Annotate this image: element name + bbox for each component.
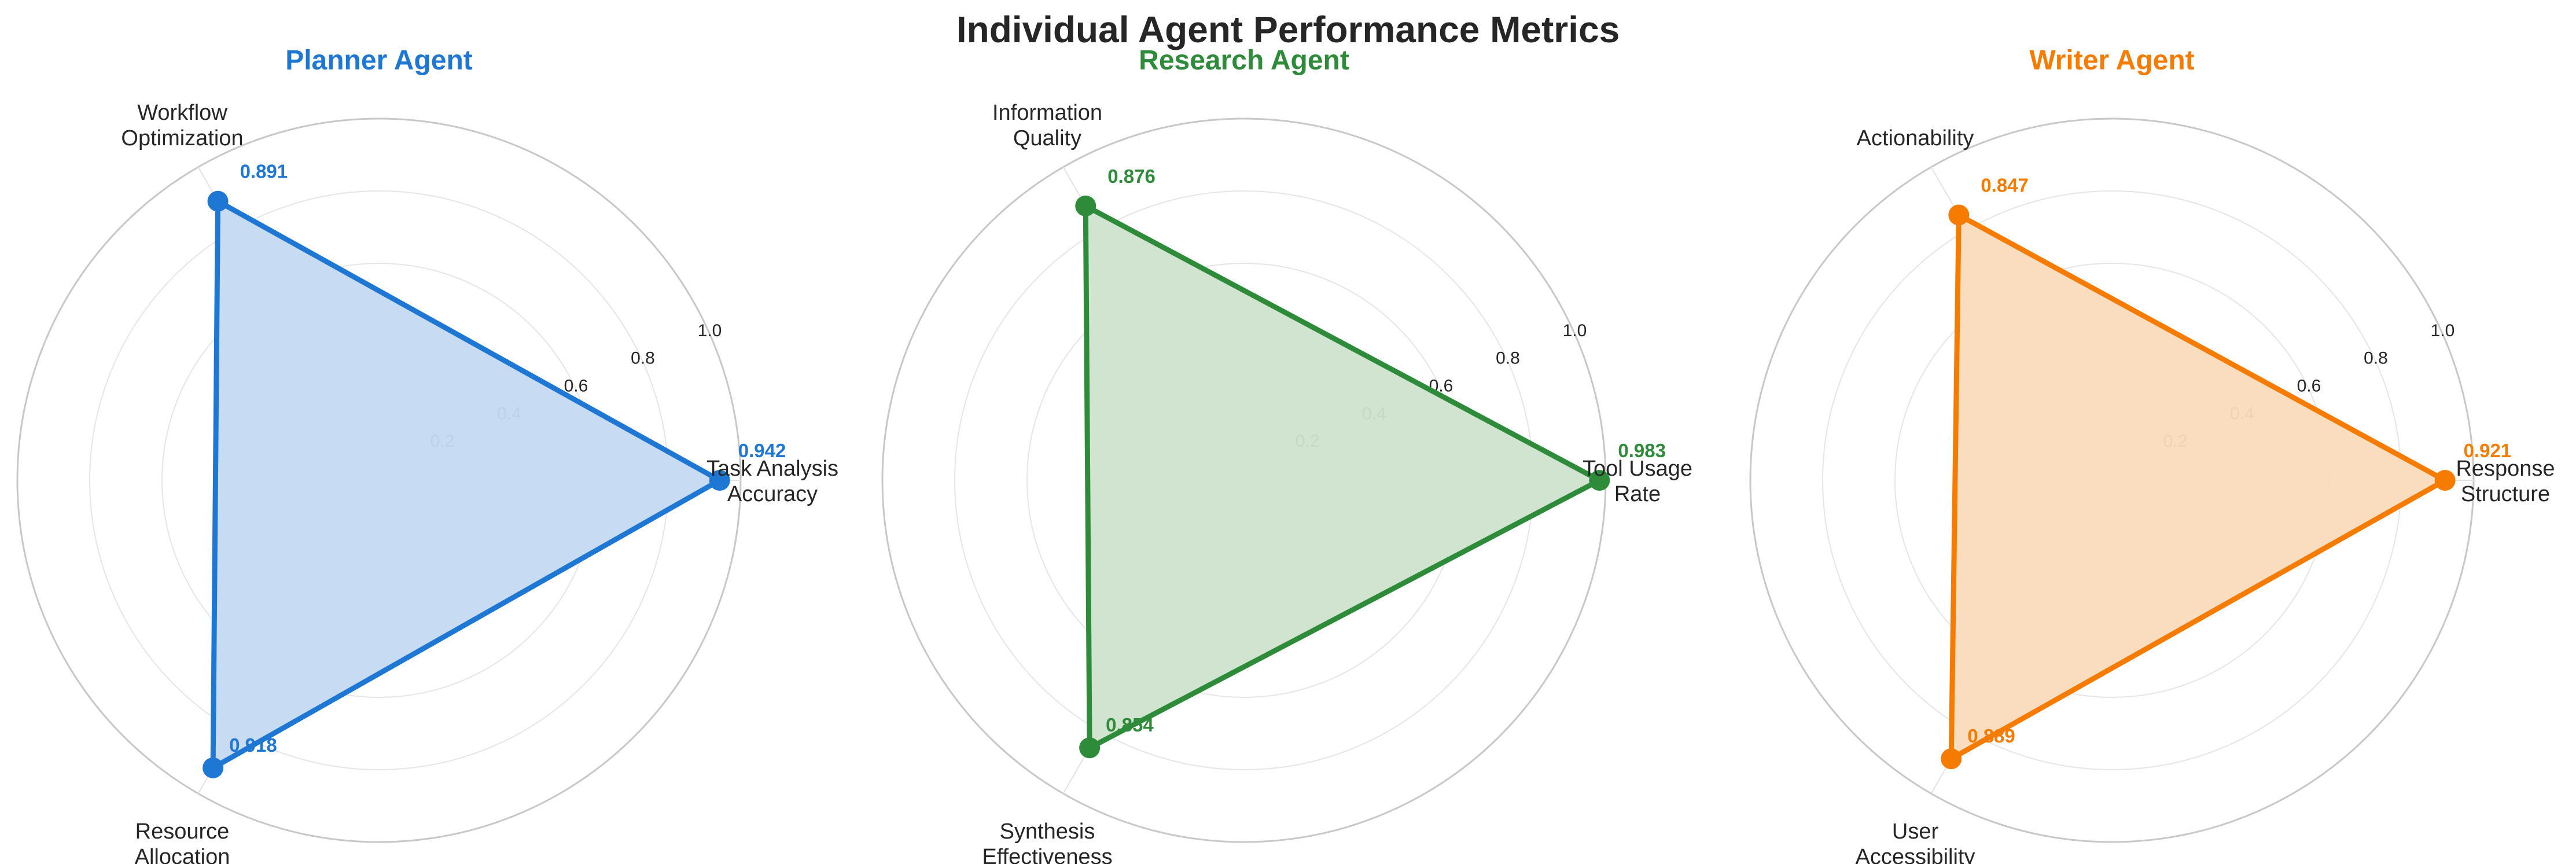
- tick-label: 1.0: [698, 321, 722, 340]
- axis-label-line: Structure: [2461, 482, 2550, 506]
- tick-label: 0.8: [1496, 349, 1520, 368]
- radar-panel: 0.20.40.60.81.00.9210.8470.889ResponseSt…: [1749, 45, 2555, 864]
- value-label: 0.847: [1981, 175, 2029, 196]
- panel-title: Writer Agent: [2029, 45, 2194, 76]
- series-area: [213, 201, 720, 768]
- data-point: [1589, 470, 1610, 491]
- panel-title: Planner Agent: [285, 45, 473, 76]
- axis-label-line: Tool Usage: [1583, 457, 1692, 481]
- tick-label: 1.0: [2431, 321, 2455, 340]
- data-point: [1075, 195, 1096, 216]
- axis-label-line: Allocation: [135, 845, 230, 864]
- value-label: 0.891: [240, 161, 288, 182]
- axis-label: Workflow Optimization: [121, 101, 243, 150]
- tick-label: 0.8: [2364, 349, 2388, 368]
- data-point: [203, 757, 224, 778]
- axis-label-line: Synthesis: [1000, 819, 1095, 844]
- axis-label: Response Structure: [2456, 457, 2555, 506]
- axis-label-line: Optimization: [121, 126, 243, 150]
- axis-label-line: User: [1892, 819, 1939, 844]
- figure-title: Individual Agent Performance Metrics: [956, 9, 1620, 50]
- axis-label-line: Workflow: [137, 101, 227, 125]
- axis-label: Actionability: [1857, 126, 1974, 150]
- value-label: 0.918: [229, 734, 277, 756]
- series-line: [1083, 203, 1602, 751]
- axis-label: User Accessibility: [1856, 819, 1975, 864]
- value-label: 0.942: [738, 440, 786, 461]
- axis-label-line: Effectiveness: [982, 845, 1112, 864]
- value-label: 0.876: [1107, 166, 1155, 187]
- panel-title: Research Agent: [1139, 45, 1349, 76]
- axis-label-line: Rate: [1614, 482, 1661, 506]
- tick-label: 1.0: [1563, 321, 1587, 340]
- axis-label-line: Resource: [135, 819, 230, 844]
- value-label: 0.983: [1618, 440, 1666, 461]
- axis-label-line: Information: [992, 101, 1102, 125]
- axis-label-line: Accessibility: [1856, 845, 1975, 864]
- axis-label-line: Response: [2456, 457, 2555, 481]
- value-label: 0.889: [1967, 725, 2015, 747]
- axis-label: Resource Allocation: [135, 819, 230, 864]
- series-area: [1085, 205, 1600, 748]
- axis-label-line: Quality: [1013, 126, 1081, 150]
- value-label: 0.854: [1106, 714, 1154, 736]
- axis-label: Task Analysis Accuracy: [706, 457, 838, 506]
- axis-label: Information Quality: [992, 101, 1102, 150]
- axis-label: Tool Usage Rate: [1583, 457, 1692, 506]
- series-line: [1948, 212, 2448, 762]
- data-point: [1948, 204, 1970, 226]
- data-point: [2434, 470, 2456, 491]
- data-point: [1079, 737, 1101, 759]
- tick-label: 0.6: [2297, 376, 2321, 395]
- axis-label-line: Task Analysis: [706, 457, 838, 481]
- axis-label-line: Accuracy: [727, 482, 818, 506]
- data-point: [709, 470, 730, 491]
- series-line: [210, 198, 723, 771]
- axis-label: Synthesis Effectiveness: [982, 819, 1112, 864]
- value-label: 0.921: [2464, 440, 2512, 461]
- tick-label: 0.8: [631, 349, 655, 368]
- series-area: [1951, 215, 2445, 759]
- axis-label-line: Actionability: [1857, 126, 1974, 150]
- data-point: [1941, 748, 1962, 770]
- tick-label: 0.6: [564, 376, 588, 395]
- data-point: [207, 190, 229, 212]
